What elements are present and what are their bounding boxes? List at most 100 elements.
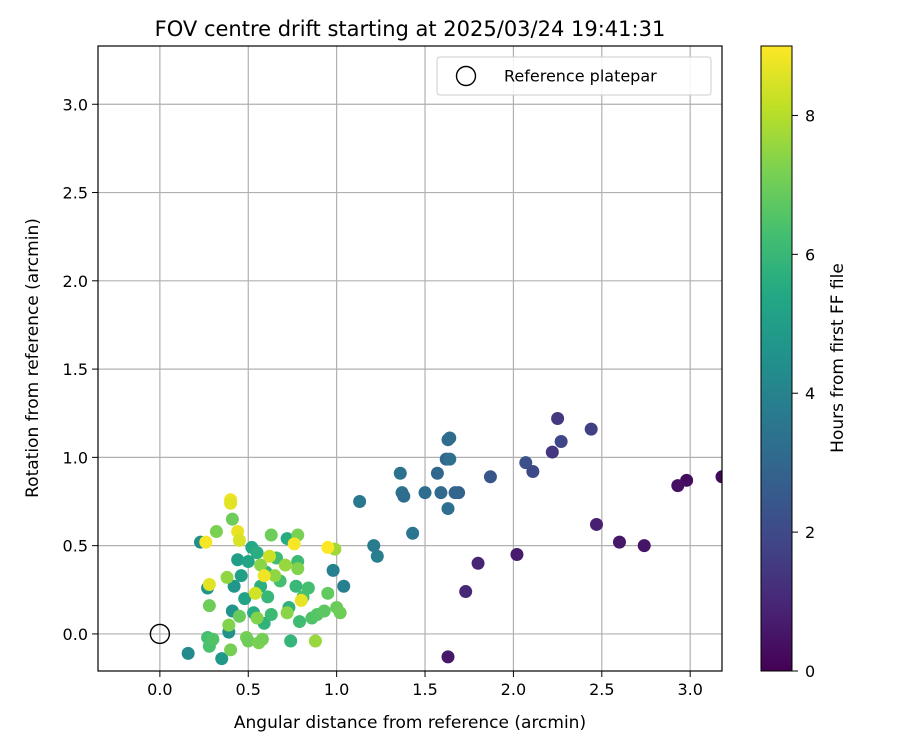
data-point <box>206 632 220 646</box>
data-point <box>317 604 331 618</box>
y-tick-label: 3.0 <box>63 95 88 114</box>
data-point <box>231 553 245 567</box>
data-point <box>248 586 262 600</box>
data-point <box>321 586 335 600</box>
data-point <box>250 546 264 560</box>
colorbar-tick-label: 0 <box>805 662 815 681</box>
data-point <box>554 434 568 448</box>
data-point <box>353 495 367 509</box>
data-point <box>238 592 252 606</box>
y-tick-label: 0.0 <box>63 625 88 644</box>
data-point <box>262 549 276 563</box>
y-axis-label: Rotation from reference (arcmin) <box>23 218 43 498</box>
data-point <box>264 528 278 542</box>
data-point <box>257 569 271 583</box>
colorbar-ticks: 0 2 4 6 8 <box>792 106 815 681</box>
x-axis-label: Angular distance from reference (arcmin) <box>234 713 586 733</box>
colorbar-gradient <box>760 45 793 672</box>
data-point <box>255 632 269 646</box>
legend-label-reference: Reference platepar <box>504 67 657 86</box>
data-point <box>232 609 246 623</box>
data-point <box>715 470 722 484</box>
x-tick-label: 1.0 <box>324 680 349 699</box>
data-point <box>308 634 322 648</box>
colorbar-tick-label: 2 <box>805 523 815 542</box>
data-point <box>202 577 216 591</box>
colorbar: 0 2 4 6 8 Hours from first FF file <box>760 45 848 681</box>
x-tick-label: 2.0 <box>501 680 526 699</box>
data-point <box>441 650 455 664</box>
data-point <box>637 539 651 553</box>
colorbar-tick-label: 8 <box>805 106 815 125</box>
data-point <box>430 466 444 480</box>
data-point <box>232 533 246 547</box>
data-point <box>289 579 303 593</box>
data-point <box>443 431 457 445</box>
data-point <box>215 652 229 666</box>
data-point <box>227 579 241 593</box>
data-point <box>519 456 533 470</box>
data-point <box>612 535 626 549</box>
colorbar-tick-label: 6 <box>805 245 815 264</box>
data-point <box>254 558 268 572</box>
data-point <box>264 608 278 622</box>
data-point <box>671 479 685 493</box>
data-point <box>551 412 565 426</box>
data-point <box>280 606 294 620</box>
x-tick-label: 1.5 <box>412 680 437 699</box>
chart-title: FOV centre drift starting at 2025/03/24 … <box>155 17 666 41</box>
data-point <box>326 563 340 577</box>
data-point <box>418 486 432 500</box>
data-point <box>526 464 540 478</box>
data-point <box>510 547 524 561</box>
data-point <box>589 517 603 531</box>
data-point <box>483 470 497 484</box>
data-point <box>459 585 473 599</box>
y-tick-label: 2.5 <box>63 184 88 203</box>
data-point <box>397 489 411 503</box>
y-tick-label: 1.0 <box>63 448 88 467</box>
data-point <box>370 549 384 563</box>
data-point <box>278 558 292 572</box>
legend-box <box>436 56 712 96</box>
x-axis-ticks: 0.0 0.5 1.0 1.5 2.0 2.5 3.0 <box>147 671 703 699</box>
data-point <box>261 590 275 604</box>
data-point <box>209 525 223 539</box>
data-point <box>471 556 485 570</box>
legend: Reference platepar <box>436 56 712 96</box>
data-point <box>293 615 307 629</box>
data-point <box>294 593 308 607</box>
data-point <box>301 581 315 595</box>
data-points <box>181 412 722 666</box>
data-point <box>241 634 255 648</box>
data-point <box>545 445 559 459</box>
data-point <box>241 555 255 569</box>
data-point <box>321 540 335 554</box>
y-axis-ticks: 0.0 0.5 1.0 1.5 2.0 2.5 3.0 <box>63 95 98 644</box>
data-point <box>224 496 238 510</box>
data-point <box>393 466 407 480</box>
x-tick-label: 0.0 <box>147 680 172 699</box>
data-point <box>406 526 420 540</box>
plot-frame <box>97 45 723 672</box>
data-point <box>222 618 236 632</box>
data-point <box>284 634 298 648</box>
data-point <box>202 599 216 613</box>
data-point <box>287 537 301 551</box>
x-tick-label: 3.0 <box>677 680 702 699</box>
y-tick-label: 2.0 <box>63 272 88 291</box>
data-point <box>448 486 462 500</box>
data-point <box>234 569 248 583</box>
x-tick-label: 2.5 <box>589 680 614 699</box>
legend-marker-reference <box>455 65 477 87</box>
data-point <box>367 539 381 553</box>
data-point <box>250 611 264 625</box>
y-tick-label: 0.5 <box>63 537 88 556</box>
grid <box>98 46 722 671</box>
y-tick-label: 1.5 <box>63 360 88 379</box>
data-point <box>268 569 282 583</box>
colorbar-label: Hours from first FF file <box>828 263 848 453</box>
data-point <box>181 646 195 660</box>
colorbar-tick-label: 4 <box>805 384 815 403</box>
